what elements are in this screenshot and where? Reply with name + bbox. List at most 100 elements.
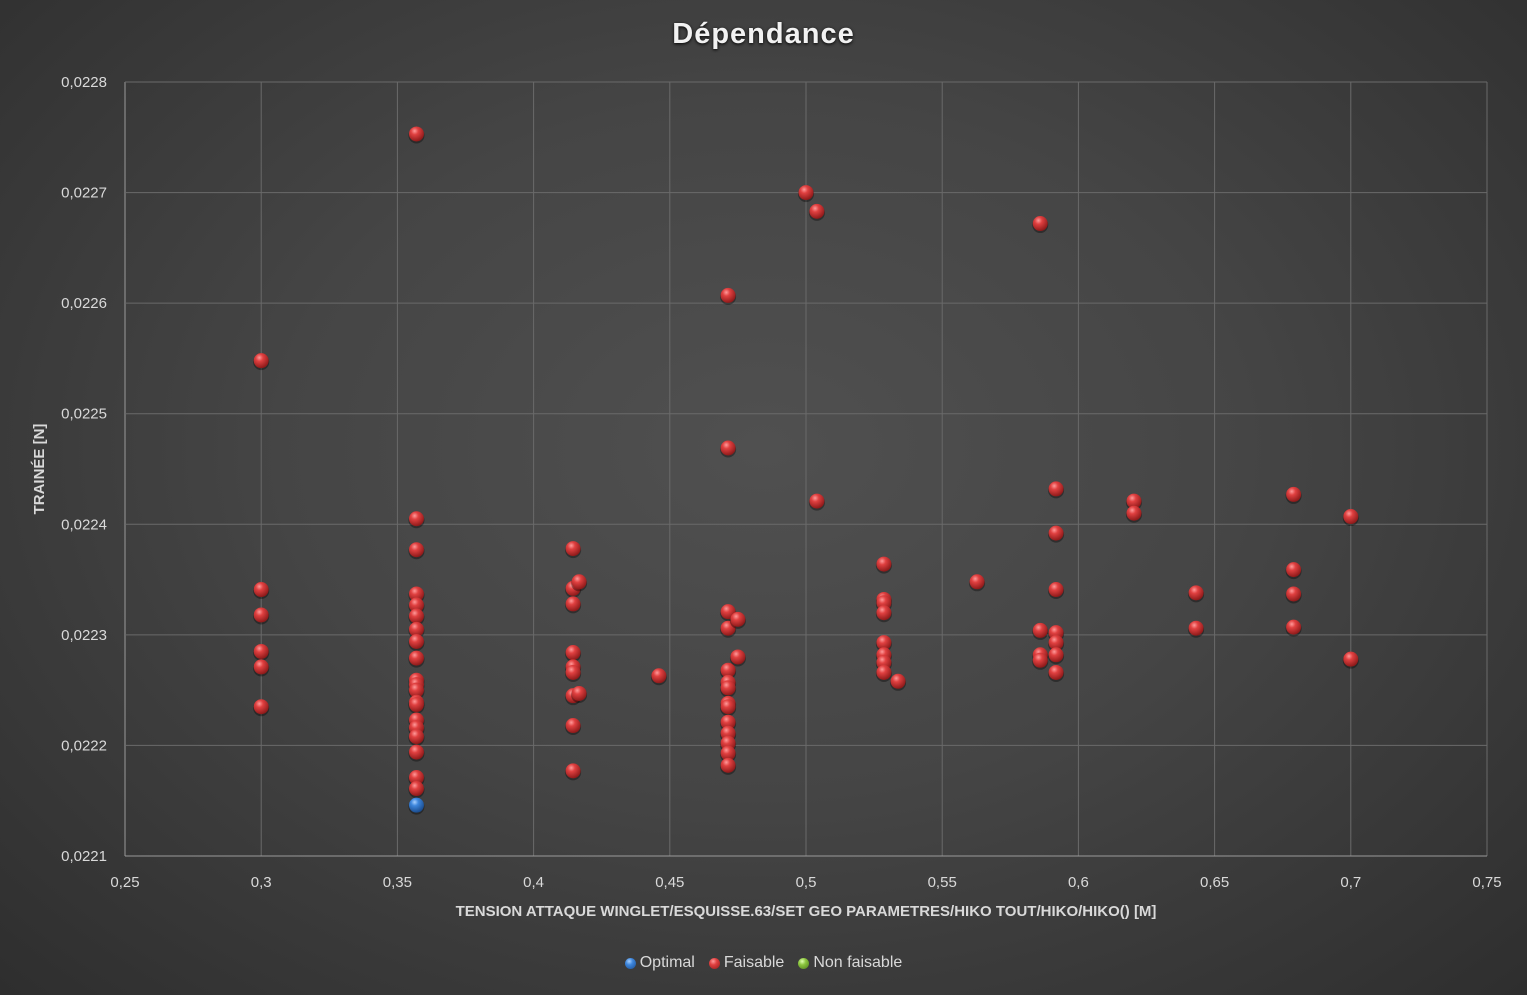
chart-title: Dépendance: [672, 18, 855, 50]
data-point-faisable[interactable]: [969, 574, 985, 590]
legend-marker-red-icon: [708, 957, 720, 969]
data-point-faisable[interactable]: [408, 586, 424, 602]
data-point-faisable[interactable]: [408, 511, 424, 527]
legend-label: Optimal: [639, 954, 695, 971]
data-point-faisable[interactable]: [1286, 586, 1302, 602]
data-point-faisable[interactable]: [408, 621, 424, 637]
x-tick-label: 0,25: [110, 874, 139, 891]
data-point-faisable[interactable]: [1343, 651, 1359, 667]
data-point-faisable[interactable]: [876, 556, 892, 572]
data-point-faisable[interactable]: [1126, 493, 1142, 509]
data-point-faisable[interactable]: [1188, 620, 1204, 636]
data-point-faisable[interactable]: [408, 608, 424, 624]
data-point-faisable[interactable]: [565, 596, 581, 612]
data-point-faisable[interactable]: [1188, 585, 1204, 601]
y-tick-label: 0,0221: [61, 848, 107, 865]
x-tick-label: 0,5: [796, 874, 817, 891]
data-point-faisable[interactable]: [1048, 647, 1064, 663]
data-point-faisable[interactable]: [253, 643, 269, 659]
legend-item-optimal[interactable]: Optimal: [624, 954, 695, 972]
data-point-faisable[interactable]: [1286, 619, 1302, 635]
data-point-faisable[interactable]: [1032, 622, 1048, 638]
data-point-faisable[interactable]: [1286, 486, 1302, 502]
y-tick-label: 0,0224: [61, 516, 107, 533]
data-point-faisable[interactable]: [876, 635, 892, 651]
data-point-faisable[interactable]: [720, 662, 736, 678]
data-point-faisable[interactable]: [408, 126, 424, 142]
data-point-faisable[interactable]: [1048, 664, 1064, 680]
x-tick-label: 0,65: [1200, 874, 1229, 891]
data-point-faisable[interactable]: [253, 353, 269, 369]
data-point-faisable[interactable]: [720, 745, 736, 761]
legend-label: Faisable: [723, 954, 785, 971]
data-point-faisable[interactable]: [720, 287, 736, 303]
data-point-faisable[interactable]: [651, 668, 667, 684]
legend-marker-green-icon: [798, 957, 810, 969]
data-point-faisable[interactable]: [253, 699, 269, 715]
data-point-faisable[interactable]: [1048, 481, 1064, 497]
data-point-faisable[interactable]: [876, 664, 892, 680]
data-point-faisable[interactable]: [730, 649, 746, 665]
legend-item-non-faisable[interactable]: Non faisable: [798, 954, 902, 972]
x-tick-label: 0,75: [1472, 874, 1501, 891]
data-point-faisable[interactable]: [408, 633, 424, 649]
y-axis-label: TRAINÉE [N]: [31, 424, 48, 515]
x-tick-label: 0,7: [1340, 874, 1361, 891]
data-point-faisable[interactable]: [1343, 509, 1359, 525]
y-tick-label: 0,0223: [61, 627, 107, 644]
data-point-faisable[interactable]: [720, 714, 736, 730]
data-point-faisable[interactable]: [565, 645, 581, 661]
data-point-faisable[interactable]: [565, 541, 581, 557]
data-point-faisable[interactable]: [720, 620, 736, 636]
data-point-faisable[interactable]: [565, 718, 581, 734]
data-point-faisable[interactable]: [253, 582, 269, 598]
data-point-faisable[interactable]: [253, 659, 269, 675]
data-point-faisable[interactable]: [1048, 635, 1064, 651]
data-point-faisable[interactable]: [809, 203, 825, 219]
legend-marker-blue-icon: [624, 957, 636, 969]
data-point-faisable[interactable]: [571, 685, 587, 701]
data-point-faisable[interactable]: [1048, 582, 1064, 598]
data-point-faisable[interactable]: [890, 673, 906, 689]
data-point-faisable[interactable]: [408, 682, 424, 698]
x-tick-label: 0,55: [928, 874, 957, 891]
data-point-faisable[interactable]: [408, 597, 424, 613]
data-point-faisable[interactable]: [408, 542, 424, 558]
data-point-faisable[interactable]: [408, 729, 424, 745]
data-point-faisable[interactable]: [408, 697, 424, 713]
data-point-faisable[interactable]: [408, 769, 424, 785]
data-point-faisable[interactable]: [798, 185, 814, 201]
data-point-faisable[interactable]: [408, 744, 424, 760]
data-point-faisable[interactable]: [408, 781, 424, 797]
data-point-faisable[interactable]: [571, 574, 587, 590]
legend-label: Non faisable: [813, 954, 903, 971]
legend-item-faisable[interactable]: Faisable: [708, 954, 785, 972]
data-point-faisable[interactable]: [1032, 652, 1048, 668]
data-point-faisable[interactable]: [565, 664, 581, 680]
data-point-faisable[interactable]: [720, 757, 736, 773]
data-point-faisable[interactable]: [730, 611, 746, 627]
y-tick-label: 0,0222: [61, 737, 107, 754]
data-point-faisable[interactable]: [720, 440, 736, 456]
x-tick-label: 0,6: [1068, 874, 1089, 891]
data-point-faisable[interactable]: [1032, 216, 1048, 232]
data-point-faisable[interactable]: [720, 699, 736, 715]
data-point-faisable[interactable]: [253, 607, 269, 623]
data-point-faisable[interactable]: [1126, 505, 1142, 521]
data-point-faisable[interactable]: [1286, 562, 1302, 578]
x-tick-label: 0,4: [523, 874, 544, 891]
x-tick-label: 0,3: [251, 874, 272, 891]
data-point-faisable[interactable]: [408, 650, 424, 666]
y-tick-label: 0,0227: [61, 185, 107, 202]
y-tick-label: 0,0225: [61, 406, 107, 423]
data-point-optimal[interactable]: [408, 797, 424, 813]
x-tick-label: 0,45: [655, 874, 684, 891]
data-point-faisable[interactable]: [720, 680, 736, 696]
data-point-faisable[interactable]: [1048, 525, 1064, 541]
x-axis-label: TENSION ATTAQUE WINGLET/ESQUISSE.63/SET …: [456, 903, 1157, 920]
data-point-faisable[interactable]: [565, 763, 581, 779]
data-point-faisable[interactable]: [876, 605, 892, 621]
data-point-faisable[interactable]: [809, 493, 825, 509]
y-tick-label: 0,0228: [61, 74, 107, 91]
